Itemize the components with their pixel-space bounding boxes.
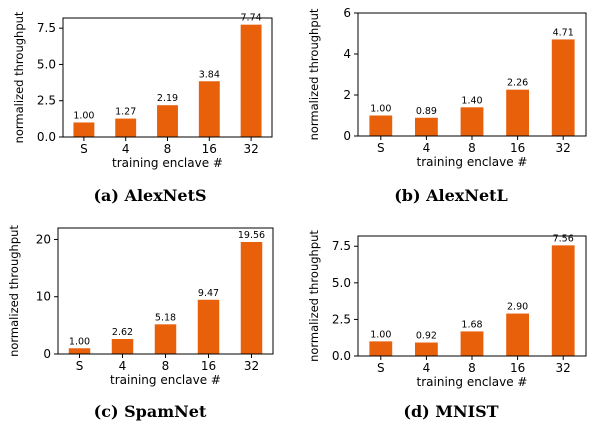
data-label: 1.27	[115, 107, 136, 118]
x-tick-label: 8	[468, 141, 476, 155]
data-label: 7.56	[553, 233, 574, 244]
bar	[369, 341, 393, 356]
bar	[460, 331, 484, 356]
x-tick-label: 8	[468, 361, 476, 375]
data-label: 1.00	[69, 336, 90, 347]
bar	[154, 324, 177, 354]
x-axis-label: training enclave #	[110, 373, 221, 387]
x-axis-label: training enclave #	[417, 155, 528, 169]
bar	[115, 118, 137, 137]
axes-frame	[57, 227, 274, 355]
data-label: 2.26	[507, 78, 528, 89]
x-axis-label: training enclave #	[417, 375, 528, 389]
y-tick-label: 5.0	[332, 276, 351, 290]
data-label: 4.71	[553, 27, 574, 38]
y-tick-label: 5.0	[37, 57, 56, 71]
x-tick-label: 16	[202, 142, 217, 156]
data-label: 1.00	[370, 329, 391, 340]
data-label: 0.89	[416, 106, 437, 117]
x-axis-label: training enclave #	[112, 156, 223, 170]
bar	[506, 313, 529, 356]
y-tick-label: 6	[343, 6, 351, 20]
y-tick-label: 0	[43, 347, 51, 361]
x-tick-label: 4	[423, 141, 431, 155]
data-label: 5.18	[155, 312, 176, 323]
caption-a: (a) AlexNetS	[93, 186, 207, 205]
y-axis-label: normalized throughput	[307, 230, 321, 362]
chart-panel-1: 1.00 S 0.89 4 1.40 8 2.26 16 4.71 32 0 2 4 6 training …	[307, 6, 587, 169]
y-tick-label: 0	[343, 129, 351, 143]
y-tick-label: 0.0	[37, 130, 56, 144]
y-tick-label: 0.0	[332, 349, 351, 363]
data-label: 2.90	[507, 302, 528, 313]
caption-c: (c) SpamNet	[93, 402, 207, 421]
y-tick-label: 7.5	[37, 21, 56, 35]
y-tick-label: 7.5	[332, 239, 351, 253]
y-tick-label: 10	[36, 290, 51, 304]
x-tick-label: 4	[423, 361, 431, 375]
bar	[506, 89, 529, 136]
x-tick-label: 4	[122, 142, 130, 156]
bar	[157, 105, 178, 137]
bar	[415, 117, 438, 136]
x-tick-label: S	[377, 141, 385, 155]
x-tick-label: S	[76, 359, 84, 373]
x-tick-label: 8	[162, 359, 170, 373]
x-tick-label: 32	[243, 142, 258, 156]
x-tick-label: S	[80, 142, 88, 156]
axes-frame	[357, 235, 587, 357]
x-tick-label: 32	[244, 359, 259, 373]
chart-panel-0: 1.00S1.2742.1983.84167.74320.02.55.07.5t…	[12, 11, 273, 170]
bar	[551, 39, 575, 136]
y-axis-label: normalized throughput	[12, 11, 26, 143]
x-tick-label: 32	[556, 361, 571, 375]
caption-b: (b) AlexNetL	[394, 186, 508, 205]
bar	[240, 24, 262, 137]
bar	[111, 338, 134, 354]
x-tick-label: 4	[119, 359, 127, 373]
y-axis-label: normalized throughput	[7, 225, 21, 357]
y-tick-label: 20	[36, 232, 51, 246]
bar	[68, 348, 91, 354]
bar	[415, 342, 438, 356]
bar	[73, 122, 95, 137]
chart-panel-3: 1.00 S 0.92 4 1.68 8 2.90 16 7.56 32 0.0 2.5 5.0 7.5 t…	[307, 230, 587, 389]
chart-panel-2: 1.00 S 2.62 4 5.18 8 9.47 16 19.56 32 0 10 20 trainin…	[7, 225, 274, 387]
x-tick-label: 16	[510, 361, 525, 375]
bar	[198, 81, 220, 137]
data-label: 3.84	[199, 69, 220, 80]
data-label: 1.68	[461, 319, 482, 330]
bar	[197, 299, 220, 354]
axes-frame	[357, 12, 587, 137]
axes-frame	[62, 17, 273, 138]
caption-d: (d) MNIST	[403, 402, 499, 421]
data-label: 0.92	[416, 331, 437, 342]
y-tick-label: 2.5	[332, 312, 351, 326]
y-axis-label: normalized throughput	[307, 8, 321, 140]
y-tick-label: 4	[343, 47, 351, 61]
x-tick-label: S	[377, 361, 385, 375]
data-label: 1.40	[461, 95, 482, 106]
data-label: 19.56	[238, 230, 265, 241]
data-label: 1.00	[73, 110, 94, 121]
data-label: 2.19	[157, 93, 178, 104]
bar	[460, 107, 484, 136]
y-tick-label: 2	[343, 88, 351, 102]
data-label: 9.47	[198, 288, 219, 299]
y-tick-label: 2.5	[37, 94, 56, 108]
bar	[240, 241, 263, 354]
x-tick-label: 16	[201, 359, 216, 373]
data-label: 1.00	[370, 104, 391, 115]
x-tick-label: 32	[556, 141, 571, 155]
bar	[551, 245, 575, 356]
x-tick-label: 8	[164, 142, 172, 156]
data-label: 2.62	[112, 327, 133, 338]
x-tick-label: 16	[510, 141, 525, 155]
bar	[369, 115, 393, 136]
